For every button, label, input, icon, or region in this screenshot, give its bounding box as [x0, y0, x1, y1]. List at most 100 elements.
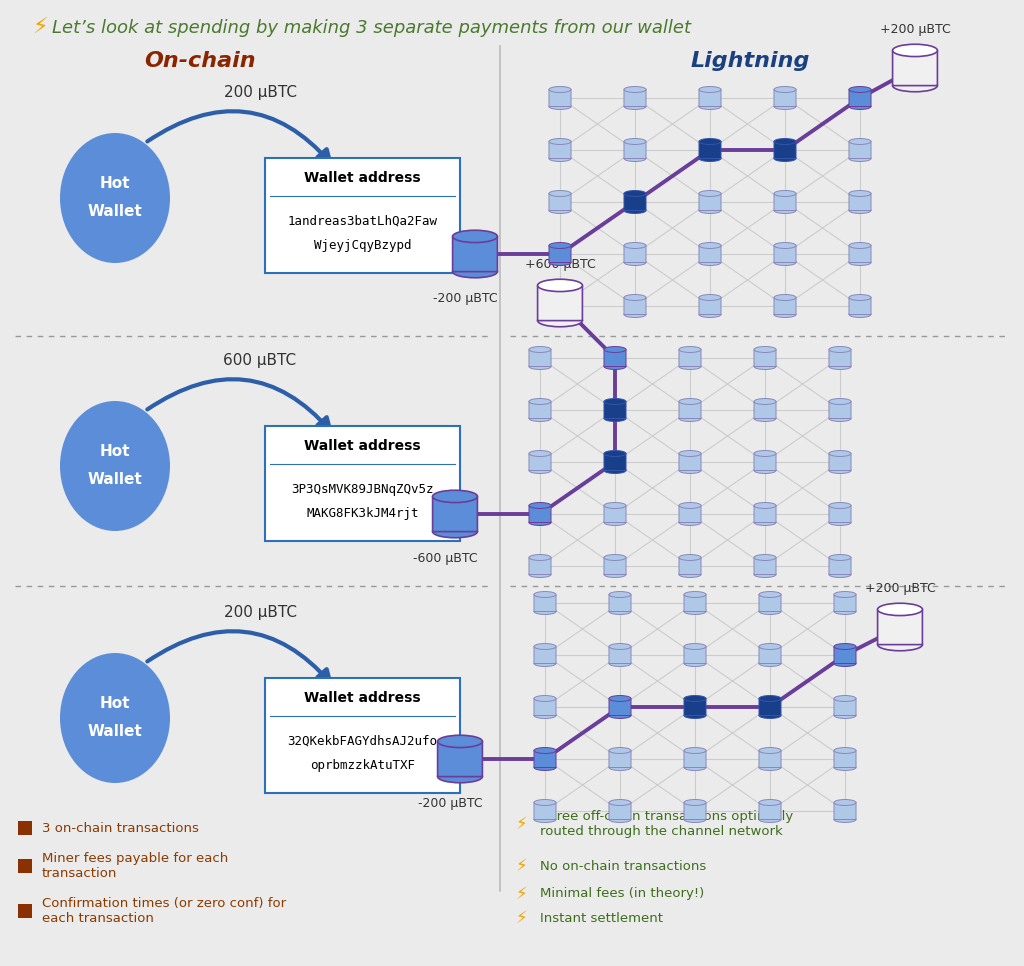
Ellipse shape [829, 450, 851, 457]
Ellipse shape [834, 816, 856, 822]
Ellipse shape [549, 295, 571, 300]
Text: 200 μBTC: 200 μBTC [223, 606, 297, 620]
FancyBboxPatch shape [624, 141, 646, 158]
FancyBboxPatch shape [699, 245, 721, 263]
Ellipse shape [829, 554, 851, 560]
FancyBboxPatch shape [774, 90, 796, 106]
Text: Minimal fees (in theory!): Minimal fees (in theory!) [540, 888, 705, 900]
Ellipse shape [679, 468, 701, 473]
Ellipse shape [604, 363, 626, 369]
FancyBboxPatch shape [684, 698, 706, 716]
Ellipse shape [684, 609, 706, 614]
FancyArrowPatch shape [147, 631, 330, 682]
FancyBboxPatch shape [624, 245, 646, 263]
Text: ⚡: ⚡ [516, 885, 527, 903]
Ellipse shape [849, 156, 871, 161]
FancyBboxPatch shape [265, 426, 460, 541]
Ellipse shape [834, 800, 856, 806]
Ellipse shape [604, 468, 626, 473]
Text: +200 μBTC: +200 μBTC [864, 582, 935, 595]
Ellipse shape [759, 713, 781, 719]
Ellipse shape [774, 260, 796, 266]
Ellipse shape [754, 363, 776, 369]
Text: Lightning: Lightning [690, 51, 810, 71]
Ellipse shape [754, 450, 776, 457]
Ellipse shape [529, 399, 551, 405]
FancyBboxPatch shape [529, 557, 551, 575]
FancyBboxPatch shape [609, 751, 631, 768]
FancyBboxPatch shape [774, 245, 796, 263]
Ellipse shape [549, 103, 571, 109]
FancyBboxPatch shape [679, 453, 701, 470]
Text: Wallet: Wallet [88, 472, 142, 488]
FancyBboxPatch shape [834, 803, 856, 819]
Ellipse shape [699, 208, 721, 213]
FancyBboxPatch shape [679, 350, 701, 366]
Ellipse shape [774, 208, 796, 213]
Ellipse shape [684, 591, 706, 598]
Ellipse shape [829, 399, 851, 405]
Text: MAKG8FK3kJM4rjt: MAKG8FK3kJM4rjt [306, 506, 419, 520]
Ellipse shape [529, 347, 551, 353]
Ellipse shape [529, 415, 551, 421]
Ellipse shape [60, 133, 170, 263]
Ellipse shape [534, 764, 556, 771]
FancyBboxPatch shape [679, 505, 701, 523]
FancyBboxPatch shape [684, 751, 706, 768]
Text: Hot: Hot [99, 696, 130, 712]
Text: +200 μBTC: +200 μBTC [880, 23, 950, 36]
Ellipse shape [754, 554, 776, 560]
Text: 1andreas3batLhQa2Faw: 1andreas3batLhQa2Faw [288, 214, 437, 228]
Ellipse shape [684, 816, 706, 822]
Ellipse shape [679, 415, 701, 421]
Text: Instant settlement: Instant settlement [540, 912, 663, 924]
Ellipse shape [684, 748, 706, 753]
Ellipse shape [549, 311, 571, 318]
Ellipse shape [699, 103, 721, 109]
Ellipse shape [878, 639, 923, 651]
Ellipse shape [849, 260, 871, 266]
Ellipse shape [834, 661, 856, 667]
Ellipse shape [684, 643, 706, 649]
Ellipse shape [604, 450, 626, 457]
Ellipse shape [699, 190, 721, 196]
FancyBboxPatch shape [609, 698, 631, 716]
FancyBboxPatch shape [759, 698, 781, 716]
FancyArrowPatch shape [147, 380, 330, 431]
Ellipse shape [624, 295, 646, 300]
Ellipse shape [432, 526, 477, 538]
Ellipse shape [604, 572, 626, 578]
FancyBboxPatch shape [432, 497, 477, 531]
Ellipse shape [529, 450, 551, 457]
FancyBboxPatch shape [754, 557, 776, 575]
FancyBboxPatch shape [699, 141, 721, 158]
Text: 3 on-chain transactions: 3 on-chain transactions [42, 821, 199, 835]
Ellipse shape [829, 520, 851, 526]
FancyBboxPatch shape [834, 646, 856, 664]
Text: Wallet: Wallet [88, 724, 142, 740]
Ellipse shape [759, 764, 781, 771]
Ellipse shape [849, 295, 871, 300]
Ellipse shape [684, 661, 706, 667]
Ellipse shape [60, 653, 170, 783]
Text: oprbmzzkAtuTXF: oprbmzzkAtuTXF [310, 758, 415, 772]
Bar [18, 904, 32, 918]
Ellipse shape [437, 735, 482, 748]
FancyBboxPatch shape [538, 285, 583, 321]
FancyBboxPatch shape [759, 751, 781, 768]
Text: Let’s look at spending by making 3 separate payments from our wallet: Let’s look at spending by making 3 separ… [52, 19, 691, 37]
FancyBboxPatch shape [529, 402, 551, 418]
Text: ⚡: ⚡ [516, 909, 527, 927]
FancyBboxPatch shape [849, 245, 871, 263]
Ellipse shape [699, 260, 721, 266]
FancyBboxPatch shape [549, 298, 571, 315]
Ellipse shape [684, 713, 706, 719]
Text: -600 μBTC: -600 μBTC [413, 552, 477, 565]
FancyBboxPatch shape [829, 453, 851, 470]
FancyBboxPatch shape [453, 237, 498, 271]
Ellipse shape [60, 401, 170, 531]
Text: ⚡: ⚡ [516, 815, 527, 833]
Ellipse shape [529, 468, 551, 473]
Ellipse shape [549, 87, 571, 93]
Ellipse shape [699, 311, 721, 318]
